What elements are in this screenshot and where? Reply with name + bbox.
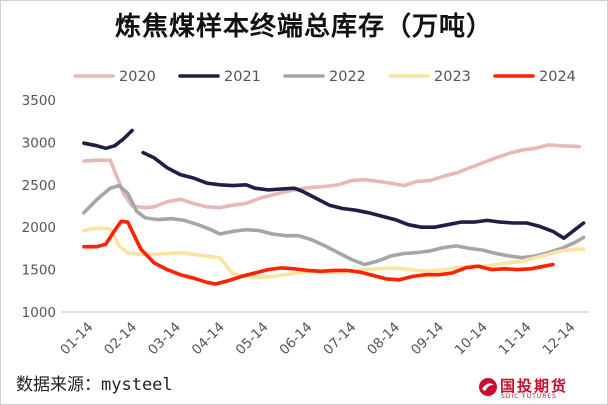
x-axis: 01-14 02-14 03-14 04-14 05-14 06-14 07-14 08-14… bbox=[57, 311, 588, 358]
logo-subtitle: SDIC FUTURES bbox=[501, 393, 557, 400]
x-tick-label: 05-14 bbox=[233, 319, 272, 358]
legend: 2020 2021 2022 2023 2024 bbox=[73, 69, 576, 85]
x-tick-label: 06-14 bbox=[276, 319, 315, 358]
legend-item-2024: 2024 bbox=[493, 69, 576, 85]
series-line-2023 bbox=[82, 226, 586, 279]
x-tick-label: 04-14 bbox=[189, 319, 228, 358]
x-tick-label: 10-14 bbox=[452, 319, 491, 358]
x-tick-label: 02-14 bbox=[101, 319, 140, 358]
chart-title: 炼焦煤样本终端总库存（万吨） bbox=[114, 12, 493, 42]
series-2022 bbox=[82, 183, 586, 267]
legend-item-2022: 2022 bbox=[283, 69, 366, 85]
legend-label: 2024 bbox=[539, 69, 576, 85]
y-axis: 1000 1500 2000 2500 3000 3500 bbox=[22, 93, 56, 321]
logo-name: 国投期货 bbox=[500, 377, 569, 395]
y-tick-label: 3500 bbox=[22, 93, 56, 109]
series-2023 bbox=[82, 226, 586, 279]
y-tick-label: 2500 bbox=[22, 178, 56, 194]
plot-area bbox=[82, 128, 586, 286]
y-tick-label: 2000 bbox=[22, 220, 56, 236]
series-line-2020 bbox=[82, 143, 581, 210]
legend-item-2023: 2023 bbox=[388, 69, 471, 85]
series-line-2022 bbox=[82, 183, 586, 267]
x-tick-label: 01-14 bbox=[57, 319, 96, 358]
y-tick-label: 1500 bbox=[22, 263, 56, 279]
x-tick-label: 12-14 bbox=[539, 319, 578, 358]
x-tick-label: 08-14 bbox=[364, 319, 403, 358]
series-2020 bbox=[82, 143, 581, 210]
series-2021 bbox=[82, 128, 586, 240]
series-line-2024 bbox=[82, 219, 555, 286]
series-2024 bbox=[82, 219, 555, 286]
logo-mark-icon bbox=[479, 378, 497, 396]
x-tick-label: 09-14 bbox=[408, 319, 447, 358]
legend-label: 2023 bbox=[434, 69, 471, 85]
x-tick-label: 07-14 bbox=[320, 319, 359, 358]
legend-label: 2020 bbox=[119, 69, 156, 85]
series-line-2021 bbox=[141, 150, 586, 240]
y-tick-label: 1000 bbox=[22, 305, 56, 321]
legend-label: 2022 bbox=[329, 69, 366, 85]
sdic-futures-logo: 国投期货 SDIC FUTURES bbox=[476, 374, 604, 402]
x-tick-label: 03-14 bbox=[145, 319, 184, 358]
series-line-2021 bbox=[82, 128, 134, 151]
data-source-note: 数据来源：mysteel bbox=[16, 375, 173, 395]
y-tick-label: 3000 bbox=[22, 135, 56, 151]
x-tick-label: 11-14 bbox=[496, 319, 535, 358]
legend-item-2020: 2020 bbox=[73, 69, 156, 85]
legend-item-2021: 2021 bbox=[178, 69, 261, 85]
legend-label: 2021 bbox=[224, 69, 261, 85]
